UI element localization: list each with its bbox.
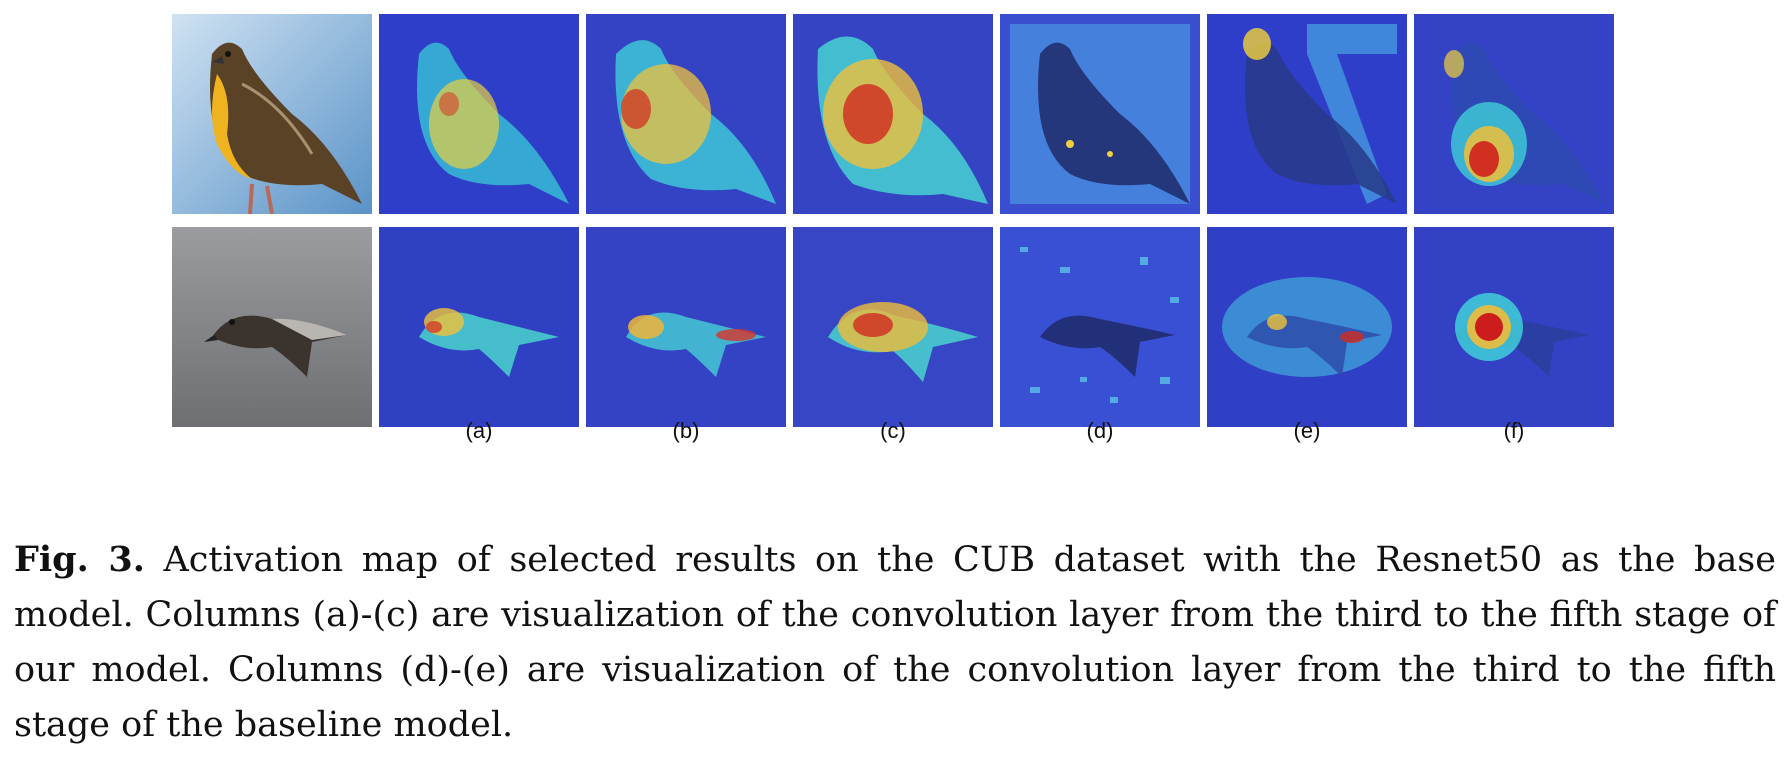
column-label-e: (e): [1293, 418, 1321, 443]
activation-map-e-row2: [1207, 227, 1407, 427]
column-label-a: (a): [465, 418, 493, 443]
activation-map-c-row1: [793, 14, 993, 214]
activation-map-b-row1: [586, 14, 786, 214]
column-label-d: (d): [1086, 418, 1114, 443]
activation-map-d-row2: [1000, 227, 1200, 427]
activation-map-a-row2: [379, 227, 579, 427]
activation-map-d-row1: [1000, 14, 1200, 214]
column-label-b: (b): [672, 418, 700, 443]
activation-map-f-row1: [1414, 14, 1614, 214]
column-label-f: (f): [1503, 418, 1525, 443]
figure-caption: Fig. 3. Activation map of selected resul…: [14, 532, 1776, 753]
original-image-meadowlark: [172, 14, 372, 214]
caption-figure-number: Fig. 3.: [14, 539, 145, 580]
activation-map-c-row2: [793, 227, 993, 427]
activation-map-e-row1: [1207, 14, 1407, 214]
caption-text: Activation map of selected results on th…: [14, 540, 1776, 745]
column-label-c: (c): [880, 418, 906, 443]
activation-map-b-row2: [586, 227, 786, 427]
activation-map-a-row1: [379, 14, 579, 214]
original-image-albatross: [172, 227, 372, 427]
activation-map-f-row2: [1414, 227, 1614, 427]
